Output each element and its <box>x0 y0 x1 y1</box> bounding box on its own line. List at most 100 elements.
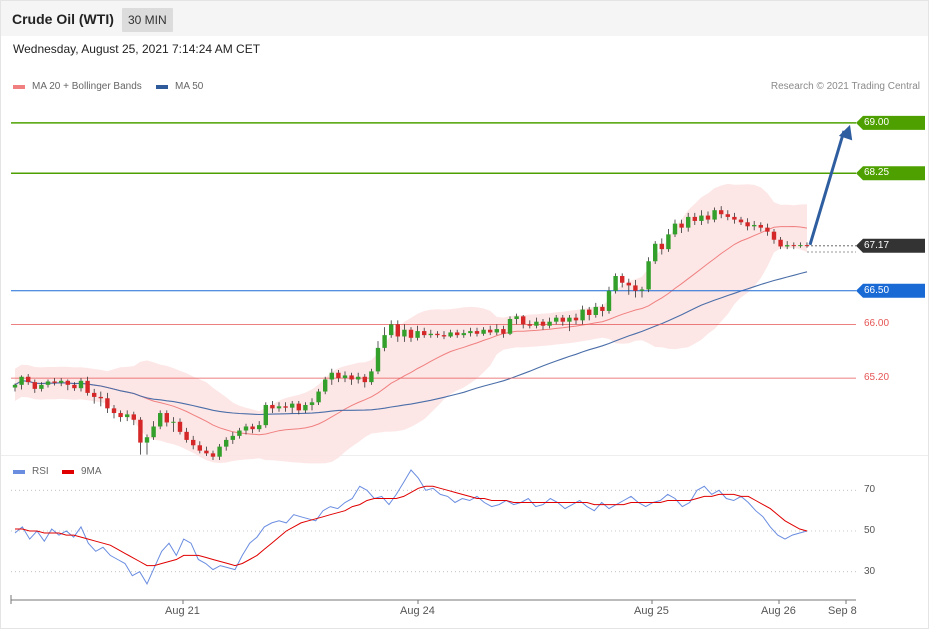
legend-rsi-ma-label: 9MA <box>81 466 102 477</box>
candle-body <box>435 333 440 336</box>
level-label-66-00: 66.00 <box>864 318 890 330</box>
candle-body <box>521 316 526 325</box>
candle-body <box>672 223 678 235</box>
candle-body <box>323 379 328 392</box>
level-tag-68-25 <box>856 166 925 181</box>
candle-body <box>309 402 315 405</box>
candle-body <box>283 406 288 408</box>
candle-body <box>382 335 387 348</box>
candle-body <box>606 290 612 311</box>
candle-body <box>65 380 70 385</box>
legend-ma50: MA 50 <box>156 81 203 92</box>
candle-body <box>336 372 341 379</box>
credit-text: Research © 2021 Trading Central <box>770 81 920 92</box>
candle-body <box>270 404 275 409</box>
candle-body <box>540 321 546 326</box>
candle-body <box>171 421 176 423</box>
candle-body <box>224 439 229 447</box>
candle-body <box>131 414 136 420</box>
candle-body <box>448 332 453 337</box>
candle-body <box>316 391 321 403</box>
candle-body <box>290 403 295 408</box>
level-label-67-17: 67.17 <box>864 239 890 251</box>
candle-body <box>639 289 645 291</box>
legend-ma20: MA 20 + Bollinger Bands <box>13 81 142 92</box>
candle-body <box>257 425 262 430</box>
candle-body <box>369 371 374 383</box>
candle-body <box>92 392 97 397</box>
candle-body <box>573 317 579 321</box>
candle-body <box>329 372 334 380</box>
candle-body <box>738 219 744 223</box>
candle-body <box>494 329 499 333</box>
timeframe-badge[interactable]: 30 MIN <box>122 8 173 32</box>
candle-body <box>804 245 810 247</box>
instrument-title: Crude Oil (WTI) <box>12 11 114 27</box>
candle-body <box>138 419 143 443</box>
candle-body <box>593 306 598 315</box>
candle-body <box>666 234 671 250</box>
candle-body <box>415 331 420 338</box>
x-axis-label: Aug 25 <box>634 605 669 617</box>
candle-body <box>237 430 242 436</box>
candle-body <box>474 331 480 334</box>
legend-rsi-ma: 9MA <box>62 466 102 477</box>
panel-divider <box>1 455 928 456</box>
target-arrow-head <box>838 124 853 141</box>
x-axis-label: Sep 8 <box>828 605 857 617</box>
candle-body <box>164 413 169 423</box>
rsi-tick-label-50: 50 <box>864 525 876 536</box>
x-axis-label: Aug 26 <box>761 605 796 617</box>
rsi-swatch <box>13 469 25 474</box>
candle-body <box>620 276 625 283</box>
rsi-ma-line <box>15 485 808 567</box>
candle-body <box>349 375 354 380</box>
candle-body <box>732 216 737 220</box>
candle-body <box>534 321 539 326</box>
candle-body <box>296 403 301 411</box>
candle-body <box>778 239 783 247</box>
candle-body <box>725 214 730 217</box>
candle-body <box>243 426 249 431</box>
candle-body <box>144 437 150 443</box>
candle-body <box>59 380 64 383</box>
candle-body <box>263 404 268 426</box>
candle-body <box>560 317 565 322</box>
candle-body <box>481 329 486 334</box>
candle-body <box>752 224 757 227</box>
candle-body <box>501 329 506 334</box>
level-label-68-25: 68.25 <box>864 167 890 179</box>
candle-body <box>699 215 704 221</box>
level-label-66-50: 66.50 <box>864 284 890 296</box>
level-tag-66-50 <box>856 283 925 298</box>
candle-body <box>276 406 282 409</box>
candle-body <box>230 435 235 440</box>
candle-body <box>798 245 803 247</box>
candle-body <box>210 453 216 457</box>
candle-body <box>507 319 513 334</box>
legend-rsi: RSI <box>13 466 49 477</box>
candle-body <box>32 382 37 389</box>
candle-body <box>587 309 592 315</box>
candle-body <box>745 222 750 227</box>
candle-body <box>514 316 519 320</box>
level-tag-67-17 <box>856 238 925 253</box>
target-arrow-line <box>808 130 846 246</box>
candle-body <box>217 446 222 457</box>
rsi-ma-swatch <box>62 469 74 474</box>
candle-body <box>633 285 638 291</box>
candle-body <box>408 329 414 338</box>
candle-body <box>12 384 18 388</box>
candle-body <box>488 329 493 333</box>
candle-body <box>441 335 447 337</box>
candle-body <box>461 333 466 336</box>
ma50-line <box>14 271 808 416</box>
legend-ma50-label: MA 50 <box>175 81 204 92</box>
candle-body <box>395 324 400 337</box>
candle-body <box>158 413 163 427</box>
candle-body <box>52 381 57 383</box>
candle-body <box>125 414 130 418</box>
candle-body <box>45 381 51 385</box>
candle-body <box>250 426 255 430</box>
